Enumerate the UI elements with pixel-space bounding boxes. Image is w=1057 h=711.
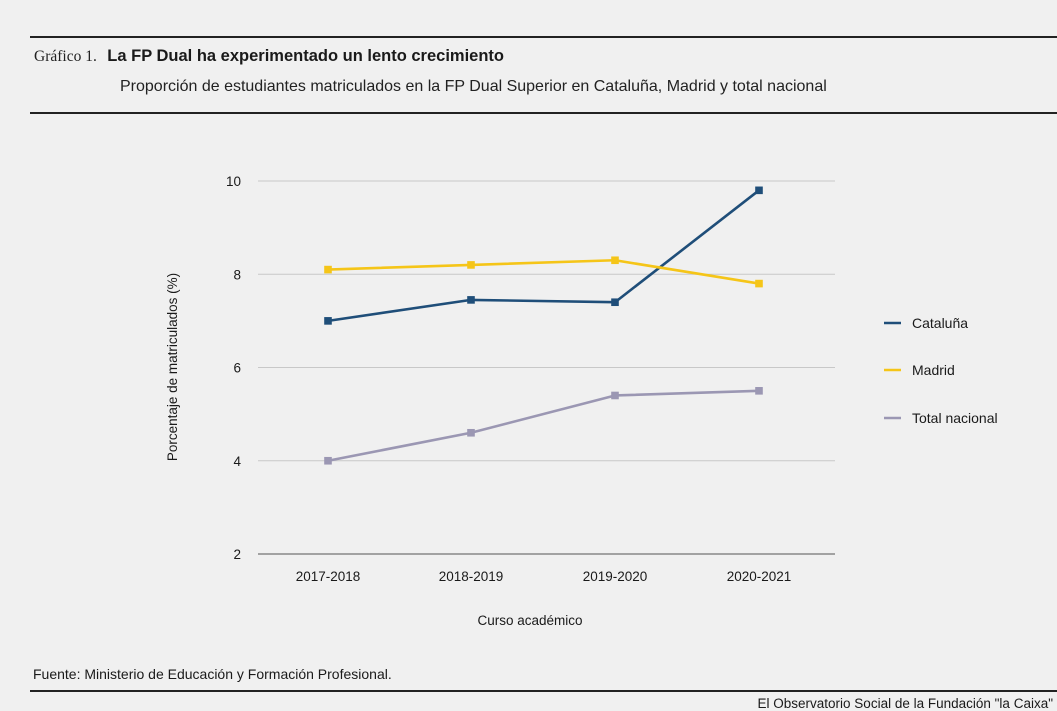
credit-line: El Observatorio Social de la Fundación "… <box>757 696 1053 711</box>
data-point <box>324 317 332 325</box>
data-point <box>467 261 475 269</box>
y-tick-label: 4 <box>233 454 241 469</box>
chart-subtitle: Proporción de estudiantes matriculados e… <box>120 78 827 95</box>
data-point <box>755 279 763 288</box>
x-axis-title: Curso académico <box>477 613 582 628</box>
y-tick-label: 8 <box>233 267 241 282</box>
data-point <box>611 391 619 400</box>
x-tick-label: 2019-2020 <box>583 569 648 584</box>
data-point <box>755 186 763 195</box>
y-tick-label: 10 <box>226 174 241 189</box>
chart-header: Gráfico 1. La FP Dual ha experimentado u… <box>34 47 1057 66</box>
data-point <box>611 298 619 307</box>
y-tick-label: 6 <box>233 361 241 376</box>
x-tick-label: 2018-2019 <box>439 569 504 584</box>
data-point <box>611 256 619 265</box>
x-tick-label: 2020-2021 <box>727 569 792 584</box>
x-tick-label: 2017-2018 <box>296 569 361 584</box>
bottom-rule <box>30 690 1057 692</box>
source-note: Fuente: Ministerio de Educación y Formac… <box>33 666 392 682</box>
y-tick-label: 2 <box>233 547 241 562</box>
y-axis-title: Porcentaje de matriculados (%) <box>165 273 180 461</box>
data-point <box>467 428 475 437</box>
data-point <box>324 456 332 465</box>
top-rule <box>30 36 1057 38</box>
figure-label: Gráfico 1. <box>34 48 97 65</box>
series-line <box>327 258 760 285</box>
series-line <box>327 189 760 323</box>
data-point <box>324 265 332 274</box>
legend-label: Total nacional <box>912 410 998 426</box>
data-point <box>755 387 763 395</box>
header-rule <box>30 112 1057 114</box>
legend-label: Madrid <box>912 362 955 378</box>
legend-label: Cataluña <box>912 315 968 331</box>
series-line <box>327 389 760 463</box>
chart-title: La FP Dual ha experimentado un lento cre… <box>107 47 504 65</box>
data-point <box>467 296 475 304</box>
